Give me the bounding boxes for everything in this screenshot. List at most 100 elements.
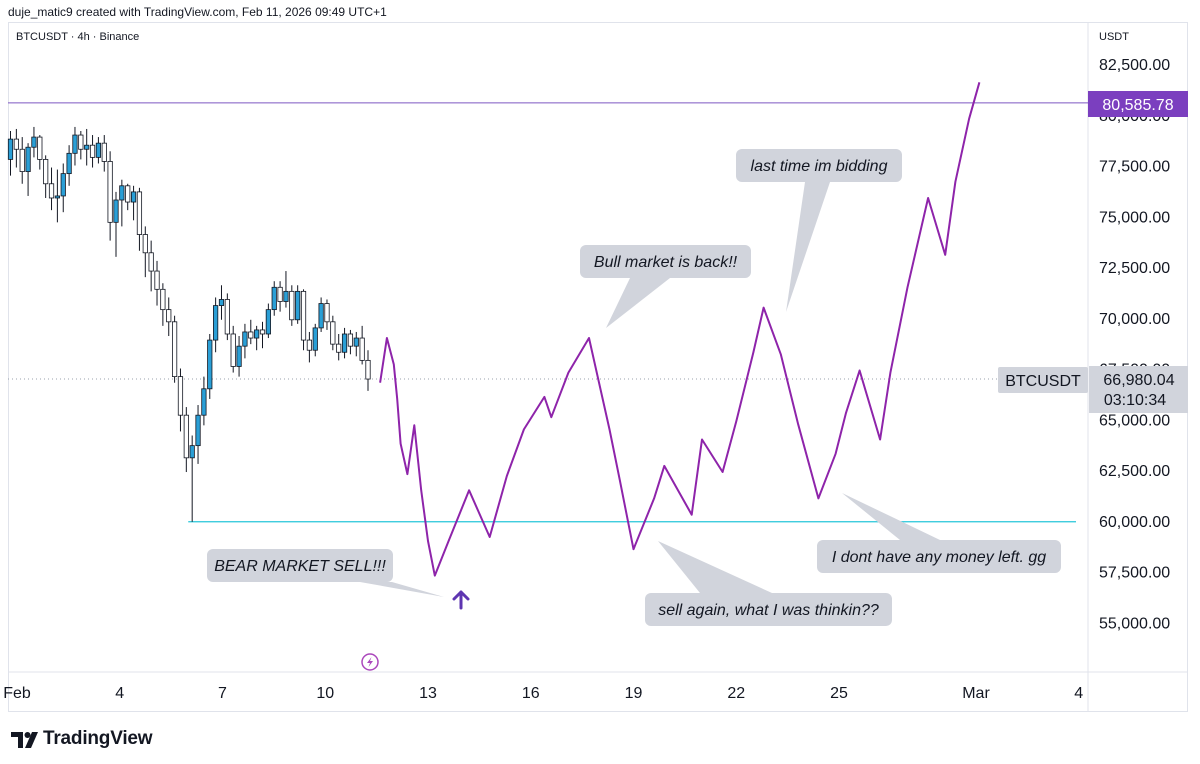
symbol-info[interactable]: BTCUSDT · 4h · Binance	[16, 31, 140, 43]
candle-body	[230, 333, 236, 367]
price-tick-label: 65,000.00	[1099, 412, 1170, 429]
candle-body	[330, 321, 336, 345]
candle	[177, 368, 184, 432]
candle-body	[37, 136, 43, 160]
annotation-callout: sell again, what I was thinkin??	[645, 541, 892, 626]
time-tick-label: 22	[727, 685, 745, 702]
candle	[95, 137, 102, 164]
candle	[25, 143, 31, 196]
candle	[19, 137, 25, 184]
candle	[224, 293, 230, 341]
candle-body	[66, 152, 72, 175]
price-tick-label: 82,500.00	[1099, 57, 1170, 74]
time-axis-ticks: Feb 4 7 10 13 16 19 22 25 Mar 4	[3, 685, 1083, 702]
tradingview-logo-icon	[11, 732, 38, 748]
time-tick-label: 7	[218, 685, 227, 702]
candle	[130, 185, 137, 221]
time-tick-label: Mar	[962, 685, 990, 702]
callout-text: I dont have any money left. gg	[832, 549, 1046, 566]
candle	[37, 135, 43, 170]
candle-body	[7, 138, 14, 160]
candle-body	[48, 183, 55, 199]
candle-body	[119, 185, 125, 201]
candle-body	[72, 134, 78, 154]
symbol-price-badge: BTCUSDT 66,980.04 03:10:34	[998, 366, 1188, 413]
tradingview-logo[interactable]: TradingView	[11, 727, 153, 751]
candle	[218, 285, 225, 320]
candle	[125, 183, 131, 211]
candle	[113, 191, 119, 257]
candle-body	[201, 388, 207, 416]
candle-body	[125, 185, 131, 203]
candle	[277, 281, 283, 312]
candle-body	[171, 321, 178, 378]
bar-countdown-label: 03:10:34	[1104, 392, 1166, 409]
callout-box	[207, 549, 393, 582]
candle-body	[347, 333, 354, 347]
candle	[312, 323, 318, 357]
callout-pointer	[786, 182, 830, 312]
candle	[336, 333, 342, 361]
candle-body	[142, 234, 148, 254]
candle-body	[341, 333, 348, 353]
candle-body	[318, 303, 324, 329]
candle-body	[160, 288, 166, 311]
candle-body	[195, 414, 201, 447]
candle	[31, 126, 37, 158]
candle	[295, 285, 301, 324]
candle-body	[259, 329, 266, 335]
candle-body	[295, 290, 301, 321]
candle-body	[43, 159, 49, 185]
chart-attribution: duje_matic9 created with TradingView.com…	[8, 5, 387, 19]
candle-body	[283, 290, 289, 302]
price-axis-ticks: 82,500.0080,000.0077,500.0075,000.0072,5…	[1099, 57, 1170, 632]
candle	[89, 135, 96, 168]
candle-body	[60, 173, 66, 197]
candle	[66, 145, 72, 186]
callout-box	[645, 593, 892, 626]
candle	[43, 155, 49, 198]
candle-body	[54, 195, 60, 199]
candle-body	[265, 309, 271, 335]
price-tick-label: 70,000.00	[1099, 311, 1170, 328]
candle-body	[218, 299, 225, 306]
flash-icon[interactable]	[361, 653, 379, 671]
candle	[119, 179, 125, 227]
candle	[166, 297, 172, 337]
candle	[160, 283, 166, 326]
candle	[213, 297, 219, 353]
candle	[84, 128, 90, 166]
tradingview-logo-text: TradingView	[43, 728, 153, 749]
price-scale-currency: USDT	[1099, 31, 1129, 43]
candle	[283, 271, 289, 308]
candle-body	[312, 327, 318, 351]
candle	[201, 376, 207, 426]
candle-body	[130, 191, 137, 203]
candle-body	[324, 303, 330, 323]
callout-box	[580, 245, 751, 278]
projection-path	[379, 82, 981, 577]
callout-pointer	[360, 582, 444, 597]
candle-body	[359, 337, 365, 361]
candle	[300, 289, 307, 351]
candle-body	[84, 144, 90, 150]
candle	[330, 315, 336, 351]
candle-body	[113, 199, 119, 223]
candle-body	[213, 305, 219, 341]
callout-pointer	[606, 278, 670, 328]
candlestick-series	[7, 126, 371, 522]
callout-text: BEAR MARKET SELL!!!	[214, 558, 386, 575]
annotation-callout: I dont have any money left. gg	[817, 493, 1061, 573]
candle-body	[207, 339, 213, 390]
candle-body	[78, 134, 84, 150]
candle-body	[271, 286, 277, 311]
price-tick-label: 55,000.00	[1099, 615, 1170, 632]
candle	[78, 130, 84, 160]
candle-body	[365, 359, 371, 380]
candle-body	[224, 299, 230, 335]
candle	[242, 323, 248, 359]
candle-body	[107, 161, 113, 223]
candle	[136, 187, 143, 251]
annotation-callout: last time im bidding	[736, 149, 902, 312]
